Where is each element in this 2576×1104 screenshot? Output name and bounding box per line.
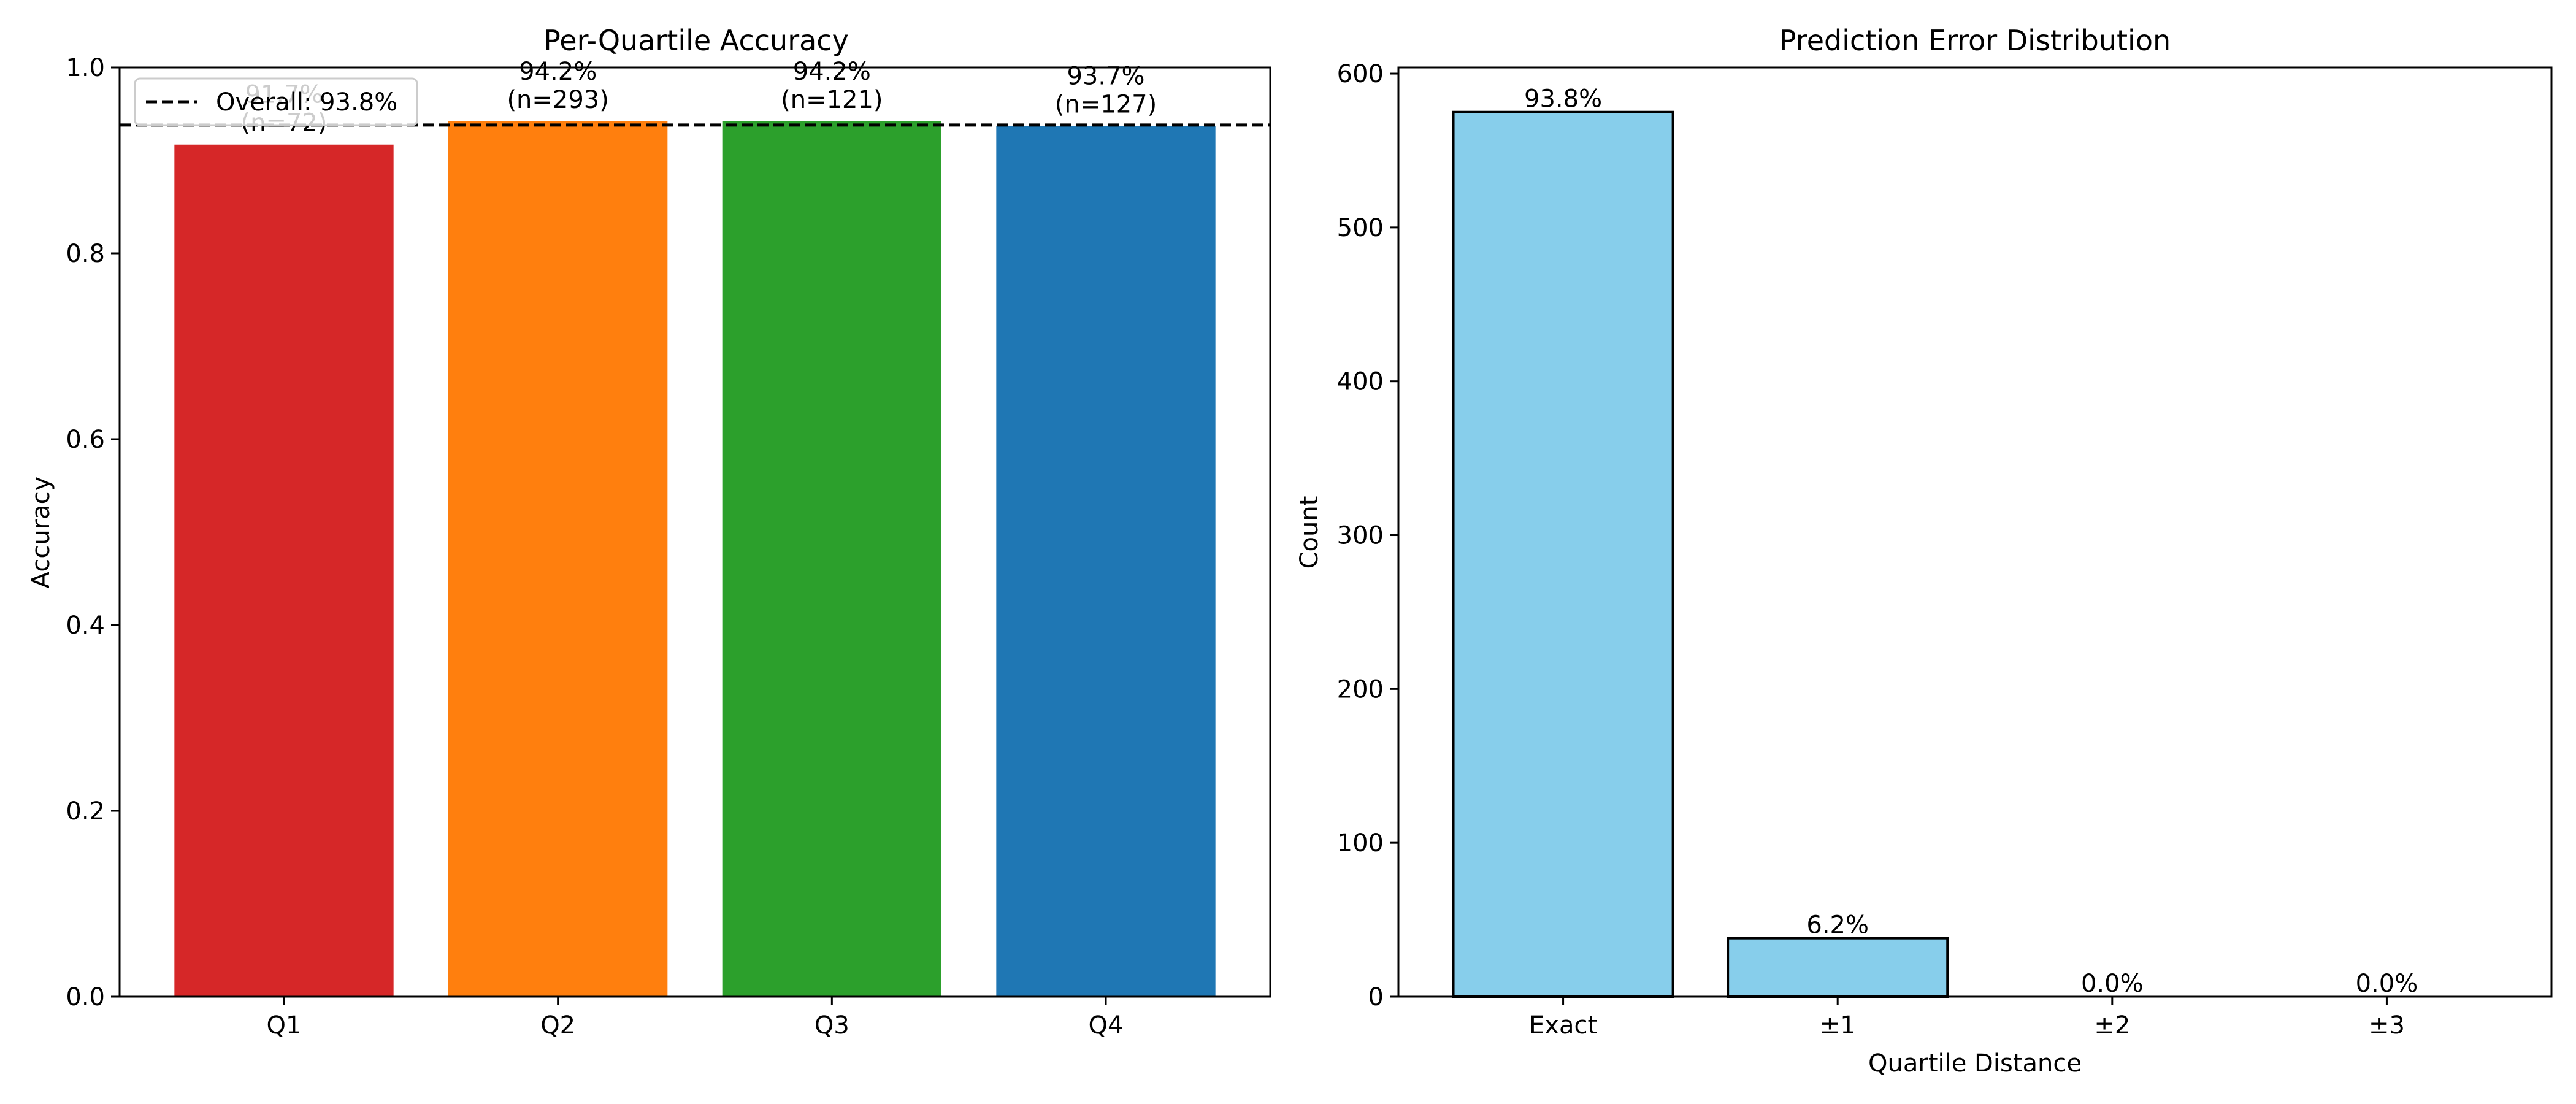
chart2-ylabel: Count [1295, 496, 1324, 569]
chart1-ylabel: Accuracy [27, 477, 55, 589]
y-tick-label: 1.0 [66, 54, 105, 82]
y-tick-label: 500 [1337, 214, 1384, 242]
chart1-title: Per-Quartile Accuracy [543, 24, 849, 57]
y-tick-label: 600 [1337, 60, 1384, 88]
bar-percent-label: 6.2% [1806, 911, 1869, 940]
y-tick-label: 0.4 [66, 611, 105, 640]
chart2-x-axis: Exact ±1 ±2 ±3 [1529, 997, 2405, 1040]
y-tick-label: 100 [1337, 829, 1384, 857]
x-tick-label: Q4 [1089, 1011, 1124, 1040]
error-distribution-chart: Prediction Error Distribution Count Quar… [1295, 24, 2553, 1078]
chart1-y-axis: 0.0 0.2 0.4 0.6 0.8 1.0 [66, 54, 120, 1011]
x-tick-label: Q2 [540, 1011, 575, 1040]
chart2-y-axis: 0 100 200 300 400 500 600 [1337, 60, 1398, 1011]
x-tick-label: ±3 [2369, 1011, 2405, 1040]
bar-count-label: (n=293) [507, 86, 608, 114]
y-tick-label: 0.2 [66, 797, 105, 826]
bar-exact [1452, 110, 1674, 998]
bar-q4 [996, 126, 1216, 997]
chart1-plot-frame [118, 66, 1271, 998]
y-tick-label: 300 [1337, 522, 1384, 550]
x-tick-label: Exact [1529, 1011, 1597, 1040]
chart2-xlabel: Quartile Distance [1868, 1049, 2082, 1078]
bar-q3 [722, 121, 941, 997]
bar-count-label: (n=121) [781, 86, 883, 114]
chart2-title: Prediction Error Distribution [1779, 24, 2171, 57]
bar-q2 [448, 121, 668, 997]
bar-percent-label: 0.0% [2356, 970, 2418, 998]
bar-percent-label: 93.8% [1524, 85, 1602, 113]
legend-box [134, 77, 418, 126]
y-tick-label: 0.8 [66, 240, 105, 268]
accuracy-chart: Per-Quartile Accuracy Accuracy 0.0 0.2 0.4… [27, 24, 1271, 1040]
x-tick-label: ±1 [1820, 1011, 1856, 1040]
bar-q1 [174, 144, 394, 997]
chart1-x-axis: Q1 Q2 Q3 Q4 [267, 997, 1124, 1040]
chart1-legend: Overall: 93.8% [134, 77, 418, 126]
legend-label: Overall: 93.8% [216, 88, 397, 117]
chart2-bars [1452, 110, 1949, 998]
x-tick-label: ±2 [2094, 1011, 2130, 1040]
y-tick-label: 0.0 [66, 983, 105, 1011]
y-tick-label: 400 [1337, 368, 1384, 396]
chart2-plot-frame [1397, 66, 2553, 998]
y-tick-label: 0 [1368, 983, 1384, 1011]
chart2-bar-labels: 93.8% 6.2% 0.0% 0.0% [1524, 85, 2418, 998]
bar-percent-label: 0.0% [2081, 970, 2144, 998]
y-tick-label: 200 [1337, 675, 1384, 703]
bar-value-label: 94.2% [793, 58, 871, 86]
bar-value-label: 93.7% [1067, 62, 1144, 90]
y-tick-label: 0.6 [66, 426, 105, 454]
bar-count-label: (n=127) [1055, 90, 1157, 118]
chart1-bars [174, 121, 1216, 997]
bar-1 [1727, 937, 1949, 998]
bar-value-label: 94.2% [519, 58, 597, 86]
x-tick-label: Q3 [815, 1011, 849, 1040]
x-tick-label: Q1 [267, 1011, 302, 1040]
